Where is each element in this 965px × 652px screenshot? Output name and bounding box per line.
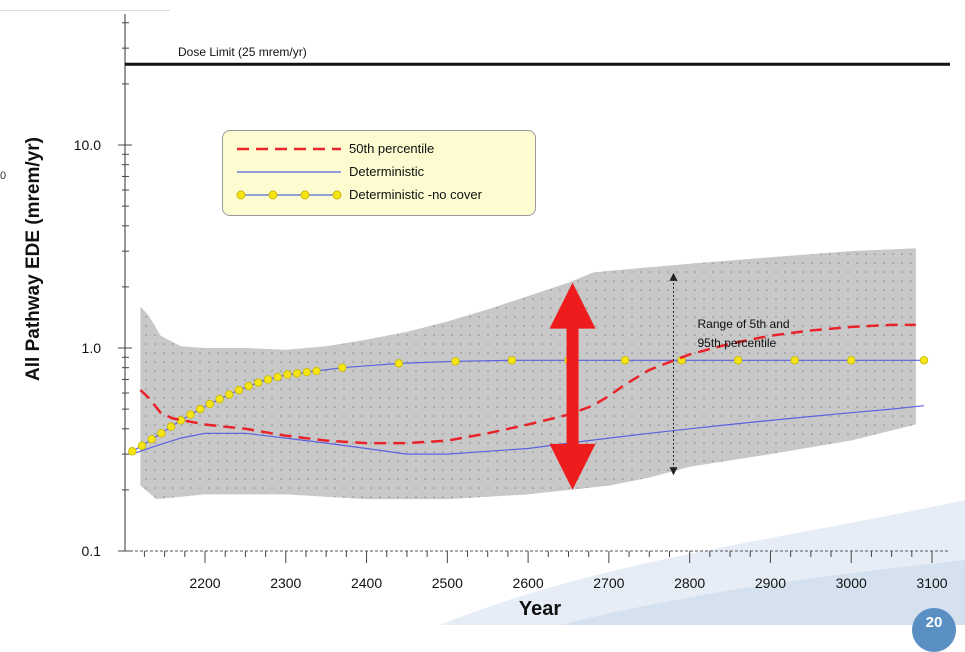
deterministic-no-cover-marker [283,370,292,379]
deterministic-no-cover-marker [254,378,263,387]
x-tick-label: 2500 [432,575,463,591]
page-number-badge: 20 [912,608,956,652]
x-tick-label: 2200 [189,575,220,591]
deterministic-no-cover-marker [273,372,282,382]
slide-background [440,500,965,625]
deterministic-no-cover-marker [394,359,404,368]
x-tick-label: 3100 [916,575,947,591]
range-arrow-head-up [669,272,678,281]
deterministic-no-cover-marker [507,356,517,365]
deterministic-no-cover-marker [263,375,273,384]
deterministic-no-cover-marker [312,366,321,376]
legend-swatch-line [237,171,341,173]
x-tick-label: 2700 [593,575,624,591]
deterministic-no-cover-marker [733,356,743,365]
range-annotation-line1: Range of 5th and [698,317,790,331]
y-tick-label: 0.1 [82,543,102,559]
legend-item-deterministic: Deterministic [223,162,535,184]
deterministic-no-cover-marker [234,385,244,395]
side-fragment-text: 0 [0,170,7,182]
dose-chart: 0.1 1.0 10.0 2200 2300 2400 2500 2600 2700 2800 29… [74,14,950,591]
x-tick-label: 3000 [836,575,867,591]
legend-label: 50th percentile [349,141,435,156]
deterministic-no-cover-marker [451,357,460,366]
range-arrow-head-down [669,467,678,476]
slide-header-rule [0,0,170,11]
highlight-double-arrow [549,282,596,490]
y-axis-label: All Pathway EDE (mrem/yr) [23,137,44,381]
deterministic-no-cover-marker [292,369,302,378]
x-tick-label: 2800 [674,575,705,591]
legend-label: Deterministic [349,164,425,179]
deterministic-no-cover-marker [620,356,630,365]
deterministic-no-cover-marker [157,429,166,438]
percentile-band [140,248,916,500]
legend-item-no-cover: Deterministic -no cover [223,185,535,207]
x-tick-label: 2400 [351,575,382,591]
dose-limit-label: Dose Limit (25 mrem/yr) [178,45,307,59]
deterministic-no-cover-marker [215,394,224,404]
y-tick-label: 1.0 [82,340,102,356]
percentile-50-line [139,323,916,445]
deterministic-no-cover-marker [186,410,195,419]
range-annotation-line2: 95th percentile [698,336,777,350]
y-tick-label: 10.0 [74,137,101,153]
deterministic-no-cover-marker [128,447,137,456]
deterministic-no-cover-marker [302,367,311,377]
deterministic-no-cover-marker [338,363,347,372]
deterministic-no-cover-marker [205,399,215,409]
deterministic-no-cover-marker [225,390,234,399]
deterministic-no-cover-marker [847,356,856,365]
legend-swatch-markers [236,190,342,200]
x-tick-label: 2300 [270,575,301,591]
chart-legend: 50th percentile Deterministic Determinis… [222,130,536,216]
deterministic-no-cover-marker [195,404,205,414]
legend-label: Deterministic -no cover [349,187,482,202]
x-tick-label: 2900 [755,575,786,591]
deterministic-no-cover-marker [147,435,156,444]
deterministic-no-cover-marker [244,381,253,391]
deterministic-line [132,405,924,455]
x-axis-label: Year [518,598,562,620]
legend-swatch-dashed [237,147,341,151]
x-tick-label: 2600 [513,575,544,591]
deterministic-no-cover-marker [790,356,799,365]
deterministic-no-cover-marker [166,422,176,431]
deterministic-no-cover-marker [919,356,929,365]
legend-item-50th: 50th percentile [223,139,535,161]
deterministic-no-cover-marker [137,441,147,450]
